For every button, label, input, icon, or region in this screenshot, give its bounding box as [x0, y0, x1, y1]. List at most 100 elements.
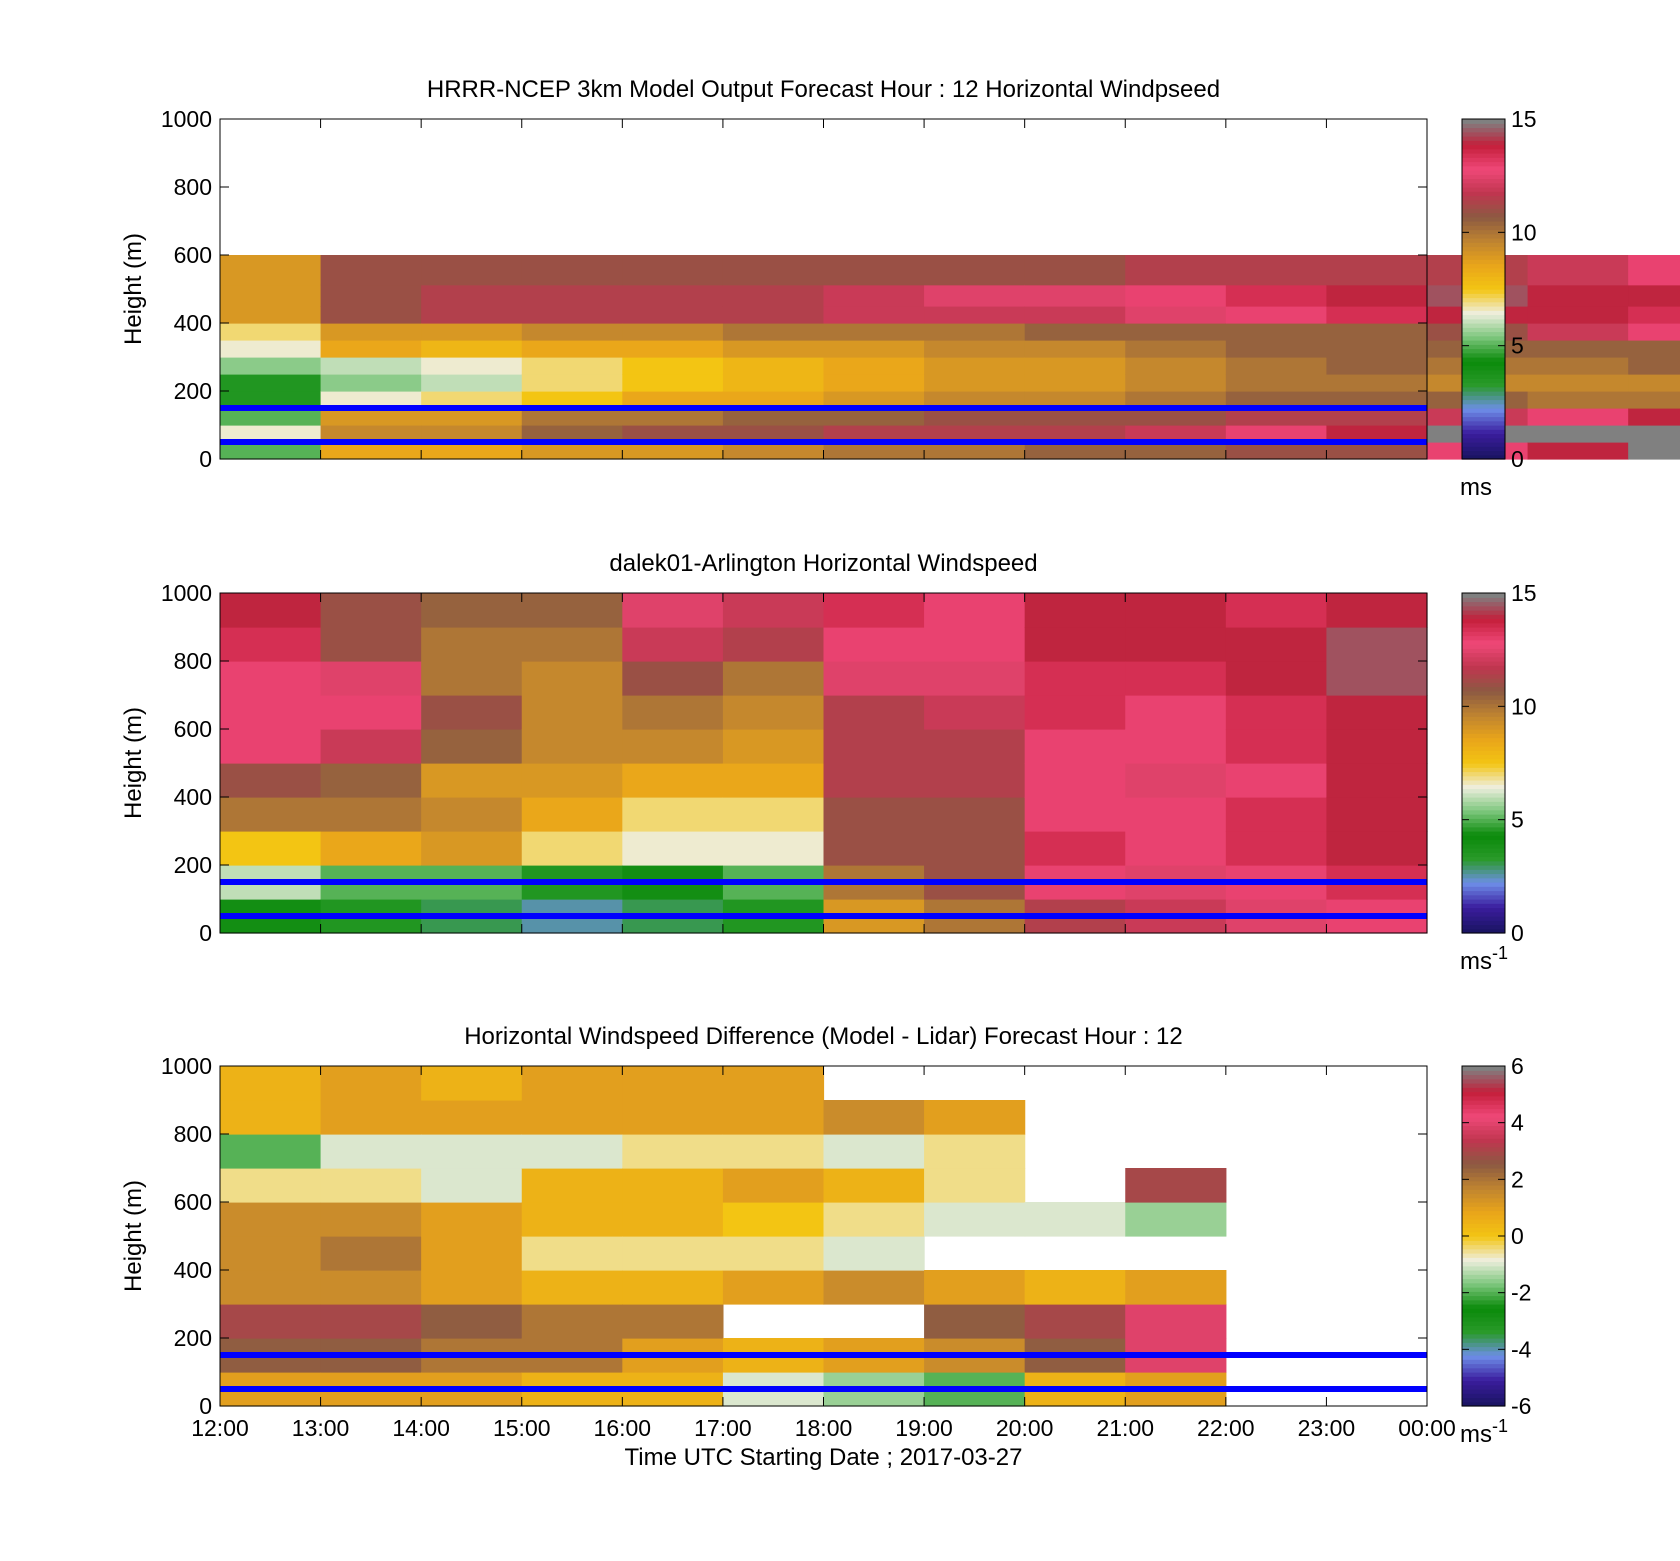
- heatmap-cell: [220, 797, 322, 832]
- colorbar-segment: [1462, 1248, 1505, 1254]
- colorbar-segment: [1462, 408, 1505, 413]
- heatmap-cell: [1326, 593, 1428, 628]
- heatmap-cell: [521, 340, 623, 358]
- heatmap-cell: [421, 391, 523, 409]
- heatmap-cell: [622, 627, 724, 662]
- heatmap-cell: [1527, 442, 1629, 460]
- heatmap-cell: [924, 797, 1026, 832]
- colorbar-segment: [1462, 433, 1505, 439]
- colorbar-segment: [1462, 1397, 1505, 1403]
- heatmap-cell: [521, 255, 623, 286]
- colorbar-segment: [1462, 1185, 1505, 1190]
- colorbar-segment: [1462, 1231, 1505, 1237]
- y-tick-label: 600: [174, 716, 212, 742]
- colorbar-segment: [1462, 1227, 1505, 1233]
- heatmap-cell: [622, 1270, 724, 1305]
- heatmap-cell: [1125, 425, 1227, 443]
- x-tick-label: 12:00: [191, 1415, 249, 1441]
- heatmap-cell: [924, 1100, 1026, 1135]
- heatmap-cell: [1225, 323, 1328, 341]
- heatmap-cell: [823, 1100, 925, 1135]
- heatmap-cell: [823, 425, 925, 443]
- y-tick-label: 800: [174, 648, 212, 674]
- heatmap-cell: [622, 797, 724, 832]
- heatmap-cell: [320, 255, 422, 286]
- heatmap: [220, 255, 1680, 460]
- colorbar-segment: [1462, 771, 1505, 777]
- colorbar-segment: [1462, 707, 1505, 713]
- heatmap-cell: [1225, 627, 1328, 662]
- colorbar-segment: [1462, 429, 1505, 435]
- colorbar-segment: [1462, 631, 1505, 637]
- heatmap-cell: [1125, 831, 1227, 866]
- colorbar-segment: [1462, 1117, 1505, 1122]
- heatmap-cell: [320, 763, 422, 798]
- y-axis-label: Height (m): [120, 233, 147, 345]
- heatmap-cell: [1225, 284, 1328, 307]
- colorbar-segment: [1462, 1342, 1505, 1348]
- colorbar-segment: [1462, 635, 1505, 641]
- y-tick-label: 0: [199, 1393, 212, 1419]
- heatmap-cell: [421, 729, 523, 764]
- colorbar-segment: [1462, 1223, 1505, 1229]
- colorbar-segment: [1462, 161, 1505, 167]
- colorbar-segment: [1462, 301, 1505, 307]
- colorbar-segment: [1462, 365, 1505, 371]
- colorbar-segment: [1462, 306, 1505, 311]
- colorbar-segment: [1462, 391, 1505, 396]
- colorbar: 0 5 10 15 ms-1: [1460, 580, 1537, 975]
- heatmap-cell: [1024, 442, 1126, 460]
- heatmap-cell: [1125, 1270, 1227, 1305]
- colorbar-segment: [1462, 903, 1505, 909]
- heatmap-cell: [521, 661, 623, 696]
- colorbar-segment: [1462, 1333, 1505, 1339]
- colorbar-segment: [1462, 178, 1505, 184]
- colorbar-segment: [1462, 225, 1505, 231]
- heatmap-cell: [320, 627, 422, 662]
- heatmap-cell: [1527, 255, 1629, 286]
- colorbar-segment: [1462, 1108, 1505, 1114]
- colorbar-segment: [1462, 195, 1505, 201]
- colorbar-segment: [1462, 882, 1505, 887]
- x-tick-label: 17:00: [694, 1415, 752, 1441]
- colorbar-segment: [1462, 1172, 1505, 1178]
- heatmap-cell: [1527, 425, 1629, 443]
- heatmap-cell: [421, 1304, 523, 1339]
- heatmap-cell: [1125, 255, 1227, 286]
- colorbar-segment: [1462, 695, 1505, 700]
- heatmap-cell: [521, 627, 623, 662]
- heatmap-cell: [924, 425, 1026, 443]
- heatmap-cell: [521, 593, 623, 628]
- colorbar-segment: [1462, 425, 1505, 430]
- colorbar-segment: [1462, 690, 1505, 696]
- heatmap-cell: [220, 442, 322, 460]
- heatmap-cell: [622, 408, 724, 426]
- heatmap-cell: [521, 1134, 623, 1169]
- heatmap-cell: [521, 1100, 623, 1135]
- colorbar-tick-label: 15: [1511, 580, 1537, 606]
- heatmap-cell: [722, 442, 825, 460]
- heatmap-cell: [220, 408, 322, 426]
- colorbar-segment: [1462, 665, 1505, 671]
- colorbar-segment: [1462, 605, 1505, 611]
- heatmap-cell: [1225, 357, 1328, 375]
- heatmap-cell: [1125, 1304, 1227, 1339]
- y-tick-label: 600: [174, 1189, 212, 1215]
- heatmap-cell: [521, 306, 623, 324]
- colorbar-segment: [1462, 1193, 1505, 1199]
- heatmap-cell: [823, 695, 925, 730]
- heatmap-cell: [421, 374, 523, 392]
- colorbar-segment: [1462, 386, 1505, 392]
- heatmap-cell: [220, 1168, 322, 1203]
- heatmap-cell: [1225, 593, 1328, 628]
- colorbar-segment: [1462, 208, 1505, 214]
- colorbar-segment: [1462, 318, 1505, 324]
- panel-1: 0 200 400 600 800 1000 HRRR-NCEP 3km Model Out…: [120, 76, 1680, 501]
- colorbar-segment: [1462, 127, 1505, 133]
- colorbar-segment: [1462, 1078, 1505, 1084]
- colorbar-segment: [1462, 1393, 1505, 1399]
- heatmap-cell: [421, 1202, 523, 1237]
- colorbar-segment: [1462, 1163, 1505, 1169]
- heatmap-cell: [722, 1100, 825, 1135]
- colorbar-segment: [1462, 382, 1505, 388]
